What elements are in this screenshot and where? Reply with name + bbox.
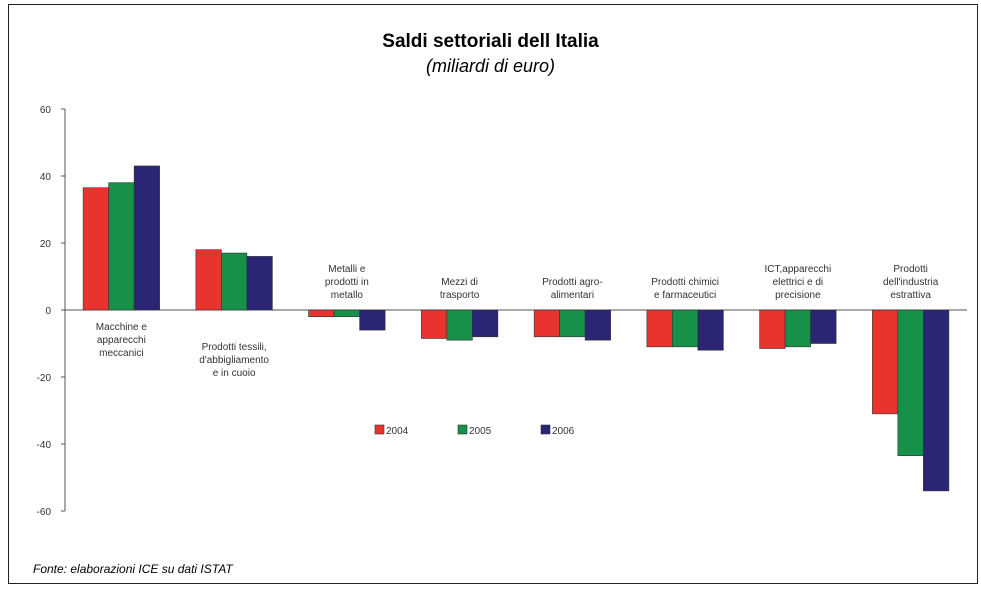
y-tick-label: 0 — [45, 306, 51, 317]
bar-2005 — [672, 309, 699, 348]
bar-2005 — [897, 309, 924, 457]
category-label: Mezzi di trasporto — [440, 277, 480, 301]
bar-2006 — [584, 309, 611, 341]
category-label: Macchine e apparecchi meccanici — [96, 322, 148, 359]
category-label: Prodotti chimici e farmaceutici — [651, 277, 719, 301]
bar-2006 — [810, 309, 837, 344]
legend: 2004 2005 2006 — [374, 424, 575, 437]
y-tick-label: -20 — [37, 373, 52, 384]
legend-label-2006: 2006 — [552, 426, 575, 437]
bar-2004 — [872, 309, 899, 415]
category-label: Prodotti agro-alimentari — [542, 277, 603, 301]
bar-2006 — [246, 256, 273, 311]
category-label: ICT,apparecchi elettrici e di precisione — [765, 264, 832, 301]
bar-2005 — [446, 309, 473, 341]
bar-2005 — [784, 309, 811, 348]
chart-title: Saldi settoriali dell Italia — [382, 31, 599, 52]
bar-2006 — [133, 165, 160, 311]
bar-2004 — [646, 309, 673, 348]
category-label: Metalli e prodotti in metallo — [325, 264, 369, 301]
chart-frame — [8, 4, 978, 584]
bar-2006 — [697, 309, 724, 351]
bar-2005 — [559, 309, 586, 338]
bar-2004 — [759, 309, 786, 349]
category-label: Prodotti dell'industria estrattiva — [883, 264, 939, 301]
y-tick-label: -40 — [37, 440, 52, 451]
bar-2004 — [533, 309, 560, 338]
legend-swatch-2006 — [540, 424, 551, 435]
y-tick-label: 40 — [40, 172, 52, 183]
category-label: Prodotti tessili, d'abbigliamento e in cuo… — [199, 342, 269, 379]
legend-swatch-2004 — [374, 424, 385, 435]
bar-2004 — [308, 309, 335, 317]
bar-2005 — [108, 182, 135, 311]
source-note: Fonte: elaborazioni ICE su dati ISTAT — [33, 562, 233, 576]
legend-label-2005: 2005 — [469, 426, 492, 437]
chart-subtitle: (miliardi di euro) — [425, 56, 556, 76]
bar-2006 — [359, 309, 386, 331]
y-tick-label: 60 — [40, 105, 52, 116]
bar-2004 — [195, 249, 222, 311]
y-tick-label: 20 — [40, 239, 52, 250]
bar-2004 — [421, 309, 448, 339]
bar-2006 — [472, 309, 499, 338]
bar-2006 — [923, 309, 950, 492]
bar-2005 — [221, 252, 248, 311]
legend-label-2004: 2004 — [386, 426, 409, 437]
bar-2004 — [82, 187, 109, 311]
y-tick-label: -60 — [37, 507, 52, 518]
legend-swatch-2005 — [457, 424, 468, 435]
bar-2005 — [333, 309, 360, 317]
